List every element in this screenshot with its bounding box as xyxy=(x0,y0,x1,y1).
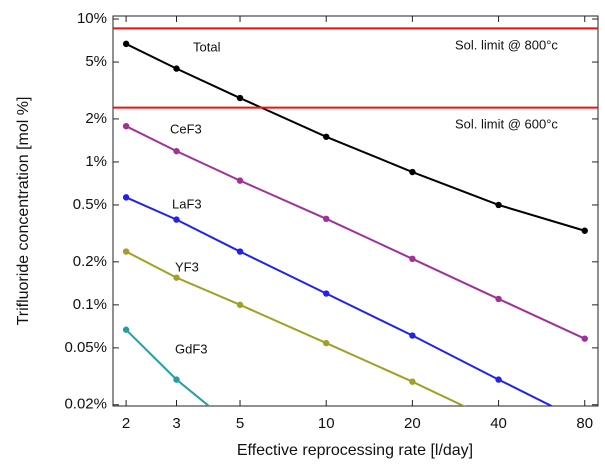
annotation: Sol. limit @ 600°c xyxy=(455,116,558,131)
data-point xyxy=(323,339,330,347)
x-tick-label: 20 xyxy=(404,415,421,432)
y-tick-label: 2% xyxy=(85,110,107,127)
data-point xyxy=(236,94,244,102)
data-point xyxy=(173,216,180,223)
x-tick-label: 80 xyxy=(576,415,593,432)
data-point xyxy=(409,255,416,263)
annotation: Sol. limit @ 800°c xyxy=(455,37,558,52)
data-point xyxy=(495,376,502,383)
x-tick-label: 40 xyxy=(490,415,507,432)
data-point xyxy=(122,248,130,255)
data-point xyxy=(173,147,180,155)
data-point xyxy=(236,177,244,184)
data-point xyxy=(323,215,330,223)
y-tick-label: 1% xyxy=(85,153,107,170)
data-point xyxy=(495,295,502,303)
x-tick-label: 3 xyxy=(172,415,180,432)
y-axis-title: Trifluoride concentration [mol %] xyxy=(15,97,32,326)
series-line xyxy=(125,250,466,406)
data-point xyxy=(581,335,588,342)
data-point xyxy=(581,227,588,234)
y-tick-label: 5% xyxy=(85,53,107,70)
series-label: CeF3 xyxy=(170,121,202,136)
data-point xyxy=(122,326,130,333)
x-tick-label: 2 xyxy=(122,415,130,432)
data-point xyxy=(409,332,416,339)
data-point xyxy=(323,133,330,140)
series-label: LaF3 xyxy=(172,196,202,211)
y-tick-label: 0.2% xyxy=(73,253,107,270)
data-point xyxy=(173,274,180,281)
series-label: YF3 xyxy=(175,259,199,274)
data-point xyxy=(122,194,130,201)
data-point xyxy=(409,168,416,176)
series-label: GdF3 xyxy=(175,341,208,356)
y-tick-label: 0.05% xyxy=(64,339,107,356)
data-point xyxy=(122,122,130,130)
y-tick-label: 0.1% xyxy=(73,296,107,313)
plot-frame xyxy=(112,15,599,407)
data-point xyxy=(323,290,330,297)
y-tick-label: 0.02% xyxy=(64,396,107,413)
data-point xyxy=(409,378,416,385)
x-axis-title: Effective reprocessing rate [l/day] xyxy=(237,442,473,459)
series-line xyxy=(125,196,554,406)
series-label: Total xyxy=(193,39,221,54)
data-point xyxy=(495,201,502,209)
y-tick-label: 10% xyxy=(77,10,107,27)
data-point xyxy=(236,301,244,309)
plot-area xyxy=(122,40,588,406)
data-point xyxy=(173,65,180,72)
data-point xyxy=(236,248,244,255)
data-point xyxy=(173,376,180,383)
x-tick-label: 5 xyxy=(236,415,244,432)
y-tick-label: 0.5% xyxy=(73,196,107,213)
x-tick-label: 10 xyxy=(318,415,335,432)
data-point xyxy=(122,40,130,48)
